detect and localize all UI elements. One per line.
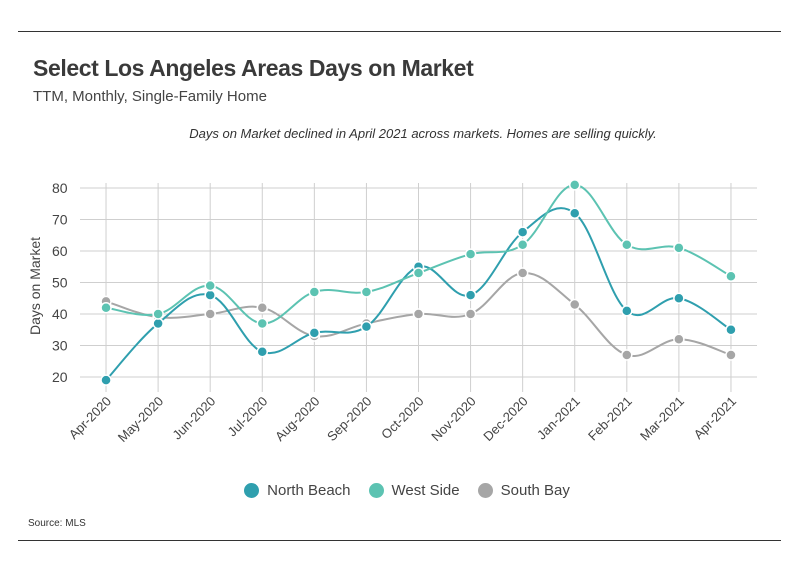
data-point-west-side xyxy=(464,248,477,260)
data-point-north-beach xyxy=(673,292,685,304)
bottom-rule xyxy=(18,540,781,541)
chart-annotation: Days on Market declined in April 2021 ac… xyxy=(189,126,657,141)
data-point-south-bay xyxy=(725,349,737,361)
data-point-north-beach xyxy=(516,226,529,238)
legend-item-south-bay: South Bay xyxy=(477,482,570,499)
x-tick-label: May-2020 xyxy=(115,394,166,445)
data-point-north-beach xyxy=(100,374,112,386)
data-point-south-bay xyxy=(412,308,425,320)
source-note: Source: MLS xyxy=(28,518,86,529)
x-tick-label: Jan-2021 xyxy=(534,394,583,443)
data-point-north-beach xyxy=(308,327,321,339)
x-tick-label: Mar-2021 xyxy=(637,394,687,444)
data-point-west-side xyxy=(204,279,216,292)
top-rule xyxy=(18,31,781,32)
data-point-west-side xyxy=(568,179,581,191)
legend-label: South Bay xyxy=(500,482,570,499)
data-point-north-beach xyxy=(204,289,216,301)
y-tick-label: 20 xyxy=(52,369,68,385)
data-point-north-beach xyxy=(360,320,373,333)
data-point-south-bay xyxy=(516,267,529,279)
x-tick-label: Dec-2020 xyxy=(480,394,530,444)
y-tick-label: 80 xyxy=(52,180,68,196)
legend-label: North Beach xyxy=(267,482,351,499)
legend-label: West Side xyxy=(391,482,460,499)
chart-title: Select Los Angeles Areas Days on Market xyxy=(33,55,474,81)
y-tick-label: 50 xyxy=(52,275,68,291)
data-point-west-side xyxy=(152,308,164,320)
data-point-north-beach xyxy=(725,324,737,336)
y-tick-label: 30 xyxy=(52,338,68,354)
data-point-south-bay xyxy=(568,298,581,311)
y-tick-label: 70 xyxy=(52,212,68,228)
x-tick-label: Oct-2020 xyxy=(378,394,426,442)
y-axis-label: Days on Market xyxy=(27,237,43,335)
data-point-south-bay xyxy=(204,308,216,320)
data-point-south-bay xyxy=(464,308,477,320)
legend-item-north-beach: North Beach xyxy=(244,482,351,499)
data-point-west-side xyxy=(256,317,269,330)
chart-legend: North Beach West Side South Bay xyxy=(0,482,800,499)
data-point-south-bay xyxy=(256,301,269,314)
data-point-south-bay xyxy=(621,349,633,361)
data-point-west-side xyxy=(516,238,529,251)
data-point-north-beach xyxy=(256,346,269,358)
legend-item-west-side: West Side xyxy=(368,482,460,499)
x-tick-label: Jun-2020 xyxy=(169,394,218,443)
data-point-west-side xyxy=(673,242,685,254)
x-tick-label: Feb-2021 xyxy=(585,394,635,444)
legend-swatch xyxy=(368,483,384,498)
data-point-west-side xyxy=(360,286,373,298)
data-point-north-beach xyxy=(568,207,581,219)
legend-swatch xyxy=(477,483,493,498)
data-point-west-side xyxy=(100,301,112,314)
data-point-north-beach xyxy=(621,305,633,317)
data-point-west-side xyxy=(725,270,737,282)
x-tick-label: Sep-2020 xyxy=(324,394,374,444)
data-point-north-beach xyxy=(152,317,164,330)
x-tick-label: Aug-2020 xyxy=(272,394,322,444)
data-point-west-side xyxy=(412,267,425,279)
line-chart: 20 30 40 50 60 70 80 Apr-2020 May-2020 Jun-2020 Ju… xyxy=(27,179,757,445)
x-tick-label: Jul-2020 xyxy=(225,394,271,440)
legend-swatch xyxy=(244,483,260,498)
y-tick-label: 60 xyxy=(52,243,68,259)
data-point-west-side xyxy=(308,286,321,298)
x-tick-label: Apr-2020 xyxy=(66,394,114,442)
data-point-north-beach xyxy=(464,289,477,301)
x-tick-label: Apr-2021 xyxy=(691,394,739,442)
chart-subtitle: TTM, Monthly, Single-Family Home xyxy=(33,88,267,105)
y-tick-label: 40 xyxy=(52,306,68,322)
data-point-west-side xyxy=(621,238,633,251)
data-point-south-bay xyxy=(673,333,685,345)
x-tick-label: Nov-2020 xyxy=(428,394,478,444)
